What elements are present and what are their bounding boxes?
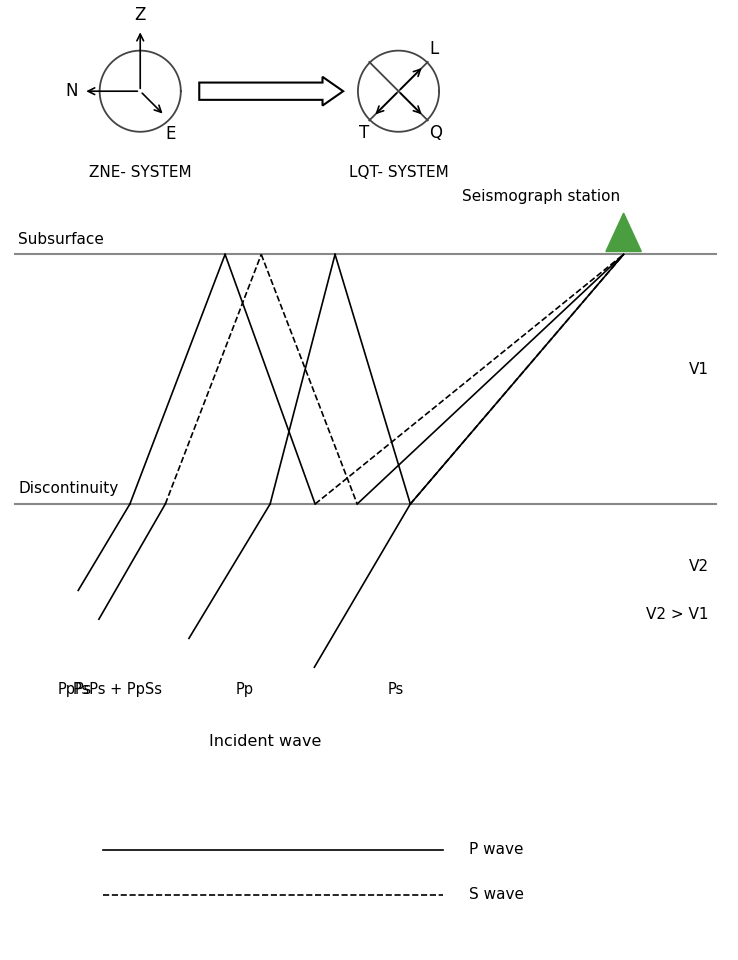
Text: Q: Q [430,124,443,142]
Polygon shape [606,213,641,252]
Text: PsPs + PpSs: PsPs + PpSs [73,682,162,697]
Text: V1: V1 [689,362,708,377]
Text: Seismograph station: Seismograph station [462,188,620,204]
Text: Discontinuity: Discontinuity [18,481,119,496]
Text: V2 > V1: V2 > V1 [646,607,708,622]
Text: E: E [165,125,176,143]
Text: S wave: S wave [469,887,524,902]
Text: PpPs: PpPs [58,682,92,697]
FancyArrow shape [199,77,343,106]
Text: Pp: Pp [235,682,253,697]
Text: N: N [65,83,77,100]
Text: T: T [359,124,370,142]
Text: LQT- SYSTEM: LQT- SYSTEM [348,165,449,180]
Text: Subsurface: Subsurface [18,231,104,247]
Text: V2: V2 [689,559,708,574]
Text: ZNE- SYSTEM: ZNE- SYSTEM [89,165,192,180]
Text: L: L [430,40,439,59]
Text: Incident wave: Incident wave [210,734,322,750]
Text: Z: Z [134,6,146,24]
Text: P wave: P wave [469,842,523,857]
Text: Ps: Ps [387,682,404,697]
